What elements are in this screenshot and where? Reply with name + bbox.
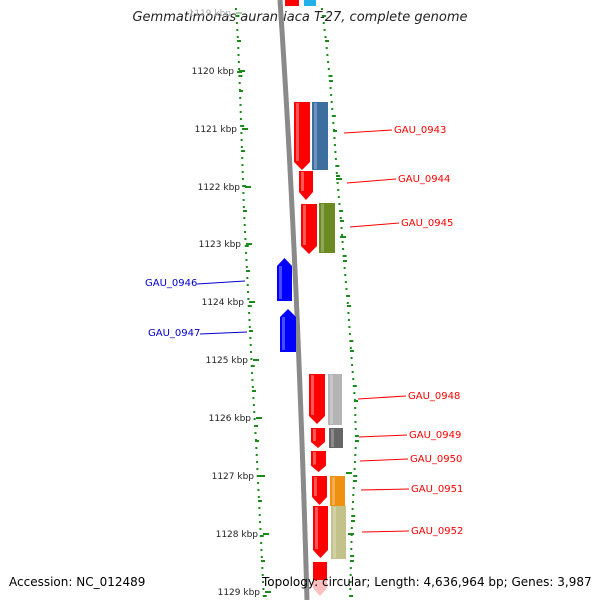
cds-gau_0950 [311,451,326,472]
gene-label-gau_0948: GAU_0948 [408,391,460,402]
accession-text: Accession: NC_012489 [9,575,146,589]
tick-mark [239,70,245,72]
gene-label-gau_0952: GAU_0952 [411,526,463,537]
fade-overlay [313,580,327,600]
gc-dots-right [321,8,359,597]
cds-gau_0946 [277,258,292,301]
tick-mark [256,417,262,419]
gene-label-gau_0947: GAU_0947 [148,328,200,339]
gene-label-gau_0950: GAU_0950 [410,454,462,465]
gc-dots-left [235,8,267,597]
label-leader-line [199,331,248,335]
cds-gau_0952 [313,506,328,558]
cog-gau_0949 [329,428,343,448]
label-leader-line [349,222,400,228]
tick-label: 1126 kbp [209,414,252,424]
gc-dot-mark [348,533,354,535]
label-leader-line [358,434,408,438]
tick-label: 1123 kbp [199,240,242,250]
topology-text: Topology: circular; Length: 4,636,964 bp… [262,575,592,589]
tick-label: 1121 kbp [195,125,238,135]
tick-mark [246,243,252,245]
tick-mark [245,186,251,188]
map-title: Gemmatimonas aurantiaca T-27, complete g… [132,10,468,25]
gc-dot-mark [336,178,342,180]
tick-mark [259,475,265,477]
gene-label-gau_0949: GAU_0949 [409,430,461,441]
gene-label-gau_0946: GAU_0946 [145,278,197,289]
scale-ticks: 1119 kbp 1120 kbp 1121 kbp 1122 kbp 1123 kbp… [189,9,271,598]
tick-mark [263,533,269,535]
tick-label: 1125 kbp [206,356,249,366]
gc-content-dots [235,8,359,597]
cog-partial-top [304,0,316,6]
label-leader-line [346,178,397,184]
tick-label: 1127 kbp [212,472,255,482]
tick-label: 1124 kbp [202,298,245,308]
cog-gau_0945 [319,203,335,253]
cds-gau_0948 [309,374,325,424]
tick-mark [265,591,271,593]
tick-label: 1119 kbp [189,9,232,19]
cds-partial-top [285,0,299,6]
gc-dot-mark [346,472,352,474]
label-leader-line [196,280,246,285]
tick-label: 1129 kbp [218,588,261,598]
tick-mark [242,128,248,130]
gene-label-gau_0945: GAU_0945 [401,218,453,229]
backbone [277,0,310,600]
tick-label: 1128 kbp [216,530,259,540]
gc-dot-mark [340,236,346,238]
cds-gau_0951 [312,476,327,505]
cds-arrows [277,0,328,600]
cog-gau_0943 [312,102,328,170]
gene-label-gau_0951: GAU_0951 [411,484,463,495]
cog-bars [304,0,346,559]
tick-label: 1120 kbp [192,67,235,77]
cds-gau_0944 [299,171,313,200]
cds-gau_0943 [294,102,310,170]
cog-gau_0951 [330,476,345,506]
tick-mark [253,359,259,361]
cog-gau_0948 [328,374,342,425]
cds-gau_0945 [301,204,317,254]
tick-mark [249,301,255,303]
gene-label-gau_0943: GAU_0943 [394,125,446,136]
cog-gau_0952 [331,506,346,559]
label-leader-line [360,488,410,491]
backbone-group [277,0,310,600]
tick-mark [236,12,242,14]
cds-gau_0949 [311,428,325,448]
gene-label-gau_0944: GAU_0944 [398,174,450,185]
label-leader-line [361,530,410,533]
label-leader-line [357,395,407,400]
tick-label: 1122 kbp [198,183,241,193]
label-leader-line [359,458,409,462]
gene-labels: GAU_0943 GAU_0944 GAU_0945 GAU_0946 GAU_0947… [145,125,463,537]
label-leader-line [343,129,393,134]
cds-gau_0947 [280,309,296,352]
